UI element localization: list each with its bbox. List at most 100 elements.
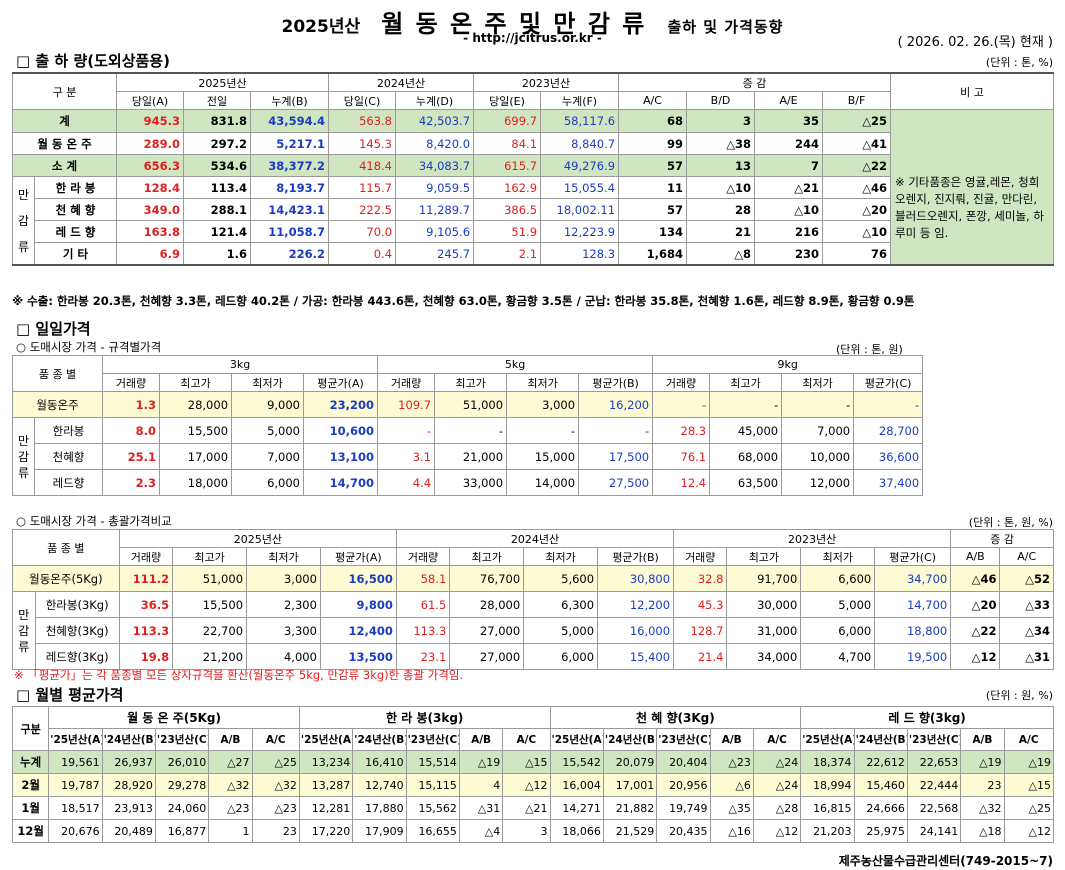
value-cell: 6,000 [800, 617, 876, 644]
value-cell: 12,000 [781, 469, 855, 496]
value-cell: 349.0 [116, 198, 184, 221]
value-cell: 5,000 [800, 591, 876, 618]
subheader-cell: A/C [502, 728, 551, 751]
subheader-cell: A/B [960, 728, 1005, 751]
value-cell: 8,420.0 [395, 132, 475, 155]
value-cell: 30,000 [726, 591, 802, 618]
value-cell: △25 [251, 750, 300, 774]
value-cell: 28,700 [853, 417, 924, 444]
subheader-cell: 최저가 [523, 547, 599, 566]
value-cell: 7,000 [231, 443, 305, 470]
row-label: 월동온주 [11, 391, 104, 418]
monthly-price-table: 구분 월 동 온 주(5Kg) 한 라 봉(3kg) 천 혜 향(3Kg) 레 드 향(… [11, 706, 1055, 843]
subheader-row: 거래량 최고가 최저가 평균가(A) 거래량 최고가 최저가 평균가(B) 거래량 최고가 최저가 평… [13, 547, 1054, 566]
value-cell: △24 [752, 750, 802, 774]
value-cell: 17,220 [298, 819, 354, 843]
value-cell: 656.3 [116, 154, 184, 177]
table-row: 천혜향 25.1 17,000 7,000 13,100 3.1 21,000 15,000 1… [13, 443, 924, 470]
value-cell: 12,740 [352, 773, 407, 797]
value-cell: 15,000 [506, 443, 580, 470]
header-2025: 2025년산 [118, 529, 397, 548]
value-cell: 45.3 [673, 591, 728, 618]
row-label: 한 라 봉 [34, 176, 117, 199]
value-cell: 15,055.4 [540, 176, 620, 199]
value-cell: 16,877 [154, 819, 210, 843]
value-cell: 19,787 [48, 773, 103, 797]
subheader-cell: 평균가(A) [319, 547, 397, 566]
value-cell: 33,000 [434, 469, 508, 496]
value-cell: 1 [208, 819, 253, 843]
site-url[interactable]: - http://jcitrus.or.kr - [463, 31, 602, 45]
value-cell: 226.2 [249, 242, 330, 266]
value-cell: - [434, 417, 508, 444]
value-cell: △8 [686, 242, 756, 266]
value-cell: △38 [686, 132, 756, 155]
value-cell: △28 [752, 796, 802, 820]
value-cell: 289.0 [116, 132, 184, 155]
header-2024: 2024년산 [328, 72, 475, 92]
value-cell: 16,500 [319, 565, 397, 592]
subheader-cell: 거래량 [102, 373, 161, 392]
subheader-cell: 거래량 [118, 547, 174, 566]
value-cell: △32 [960, 796, 1005, 820]
summary-price-table: 품 종 별 2025년산 2024년산 2023년산 증 감 거래량 최고가 최저가 평균가(A… [12, 529, 1054, 670]
value-cell: 12,281 [298, 796, 354, 820]
row-label: 천혜향(3Kg) [34, 617, 120, 644]
value-cell: 76,700 [449, 565, 525, 592]
header-change: 증 감 [950, 529, 1054, 548]
row-label: 레드향(3Kg) [34, 643, 120, 670]
value-cell: △21 [754, 176, 824, 199]
value-cell: 1.6 [183, 242, 251, 266]
value-cell: △12 [950, 643, 1001, 670]
title-year: 2025년산 [281, 17, 361, 37]
subheader-cell: '24년산(B) [602, 728, 658, 751]
title-main: 월 동 온 주 및 만 감 류 [381, 10, 647, 38]
value-cell: △23 [709, 750, 754, 774]
value-cell: 216 [754, 220, 824, 243]
row-label: 천 혜 향 [34, 198, 117, 221]
subheader-cell: 전일 [183, 91, 251, 110]
value-cell: 128.7 [673, 617, 728, 644]
subheader-cell: 최고가 [449, 547, 525, 566]
value-cell: 20,435 [656, 819, 711, 843]
subheader-cell: '23년산(C) [906, 728, 962, 751]
table-row: 레드향 2.3 18,000 6,000 14,700 4.4 33,000 14,000 27… [13, 469, 924, 496]
subheader-cell: 당일(E) [473, 91, 542, 110]
value-cell: 76.1 [652, 443, 711, 470]
row-label: 소 계 [12, 154, 117, 177]
value-cell: △20 [950, 591, 1001, 618]
value-cell: 15,562 [405, 796, 460, 820]
value-cell: 121.4 [183, 220, 251, 243]
value-cell: 6,600 [800, 565, 876, 592]
value-cell: 28 [686, 198, 756, 221]
value-cell: 14,271 [549, 796, 604, 820]
subheader-cell: '23년산(C) [154, 728, 210, 751]
value-cell: 9,800 [319, 591, 397, 618]
table-row: 천 혜 향 349.0 288.1 14,423.1 222.5 11,289.7 386.… [13, 198, 1054, 221]
subheader-cell: '23년산(C) [656, 728, 711, 751]
table-row: 레 드 향 163.8 121.4 11,058.7 70.0 9,105.6 51.9 12… [13, 220, 1054, 243]
value-cell: 128.4 [116, 176, 184, 199]
table-row: 소 계 656.3 534.6 38,377.2 418.4 34,083.7 615.7 4… [12, 154, 1054, 177]
value-cell: 17,000 [159, 443, 233, 470]
value-cell: 22,700 [172, 617, 248, 644]
value-cell: 2.1 [473, 242, 542, 266]
value-cell: △18 [960, 819, 1005, 843]
subheader-cell: A/B [208, 728, 253, 751]
value-cell: 4,000 [246, 643, 321, 670]
value-cell: 34,000 [726, 643, 802, 670]
value-cell: △20 [822, 198, 892, 221]
value-cell: 22,568 [906, 796, 962, 820]
subheader-cell: 거래량 [673, 547, 728, 566]
value-cell: 8,193.7 [249, 176, 330, 199]
header-2023: 2023년산 [673, 529, 952, 548]
value-cell: 17,909 [352, 819, 407, 843]
subheader-cell: 당일(C) [328, 91, 397, 110]
value-cell: 26,010 [154, 750, 210, 774]
value-cell: 16,410 [352, 750, 407, 774]
value-cell: 57 [618, 154, 688, 177]
header-row: 품 종 별 2025년산 2024년산 2023년산 증 감 [12, 529, 1054, 566]
value-cell: △25 [822, 109, 892, 133]
subheader-row: 거래량 최고가 최저가 평균가(A) 거래량 최고가 최저가 평균가(B) 거래량 최고가 최저가 평… [13, 373, 924, 392]
row-label: 기 타 [34, 242, 117, 266]
